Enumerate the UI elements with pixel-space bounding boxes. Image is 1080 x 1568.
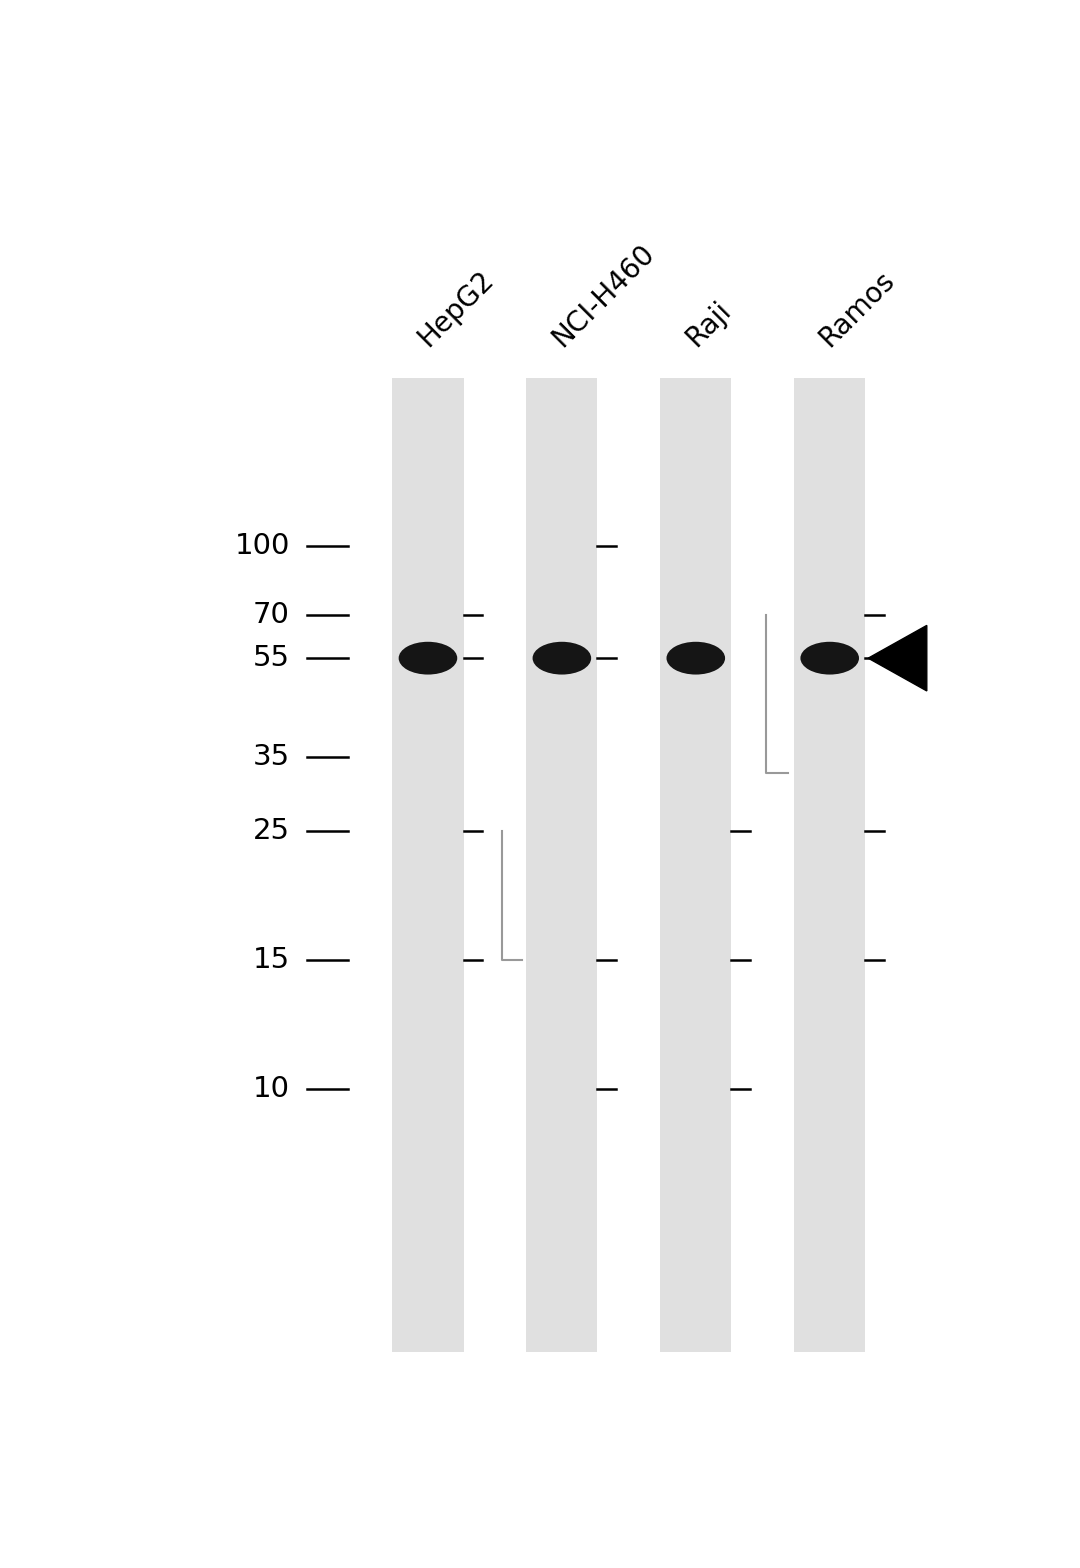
Ellipse shape: [399, 641, 457, 674]
Text: Ramos: Ramos: [814, 265, 901, 353]
Text: NCI-H460: NCI-H460: [546, 238, 660, 353]
Bar: [794, 378, 865, 1352]
Ellipse shape: [666, 641, 725, 674]
Bar: [392, 378, 463, 1352]
Text: 70: 70: [253, 601, 289, 629]
Ellipse shape: [532, 641, 591, 674]
Text: 25: 25: [253, 817, 289, 845]
Bar: [660, 378, 731, 1352]
Text: Raji: Raji: [680, 296, 737, 353]
Ellipse shape: [800, 641, 859, 674]
Bar: [526, 378, 597, 1352]
Text: 15: 15: [253, 946, 289, 974]
Text: 55: 55: [253, 644, 289, 673]
Text: 35: 35: [253, 743, 289, 771]
Polygon shape: [868, 626, 927, 691]
Text: 100: 100: [234, 532, 289, 560]
Text: 10: 10: [253, 1076, 289, 1104]
Text: HepG2: HepG2: [413, 265, 499, 353]
